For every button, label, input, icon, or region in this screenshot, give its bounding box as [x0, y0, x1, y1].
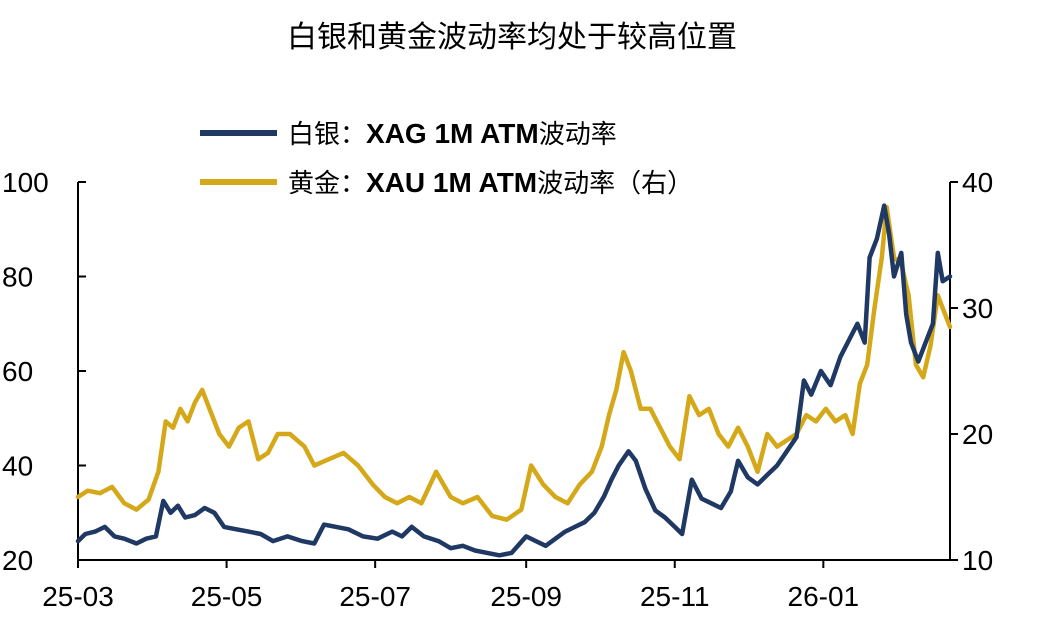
right-y-tick-label: 20 [962, 419, 993, 450]
legend-silver-prefix: 白银： [288, 120, 366, 150]
series-line-gold [75, 204, 953, 522]
left-y-tick-label: 40 [2, 451, 33, 482]
right-y-tick-label: 30 [962, 293, 993, 324]
left-y-tick-label: 100 [2, 167, 49, 198]
series-layer [75, 203, 953, 558]
x-tick-label: 25-05 [191, 581, 263, 612]
series-line-silver [75, 203, 953, 558]
x-tick-label: 26-01 [788, 581, 860, 612]
right-y-tick-label: 40 [962, 167, 993, 198]
legend-silver-main: XAG 1M ATM [366, 118, 539, 149]
legend-gold-suffix: 波动率（右） [537, 169, 693, 199]
x-tick-label: 25-09 [490, 581, 562, 612]
x-tick-label: 25-11 [640, 581, 710, 612]
legend-label-silver: 白银：XAG 1M ATM波动率 [288, 118, 617, 150]
left-y-tick-label: 60 [2, 356, 33, 387]
legend-silver-suffix: 波动率 [539, 120, 617, 150]
legend-label-gold: 黄金：XAU 1M ATM波动率（右） [288, 167, 693, 199]
legend-item-silver: 白银：XAG 1M ATM波动率 [200, 118, 617, 150]
legend-gold-prefix: 黄金： [288, 169, 366, 199]
x-tick-label: 25-07 [339, 581, 411, 612]
legend: 白银：XAG 1M ATM波动率 黄金：XAU 1M ATM波动率（右） [200, 118, 693, 199]
legend-gold-main: XAU 1M ATM [366, 167, 537, 198]
chart-title: 白银和黄金波动率均处于较高位置 [287, 20, 737, 55]
right-y-tick-label: 10 [962, 545, 993, 576]
legend-item-gold: 黄金：XAU 1M ATM波动率（右） [200, 167, 693, 199]
tick-layer: 20 40 60 80 100 10 20 30 40 25-03 25-05 25-07 25-09 2… [2, 167, 993, 612]
left-y-tick-label: 20 [2, 545, 33, 576]
x-tick-label: 25-03 [42, 581, 114, 612]
left-y-tick-label: 80 [2, 262, 33, 293]
